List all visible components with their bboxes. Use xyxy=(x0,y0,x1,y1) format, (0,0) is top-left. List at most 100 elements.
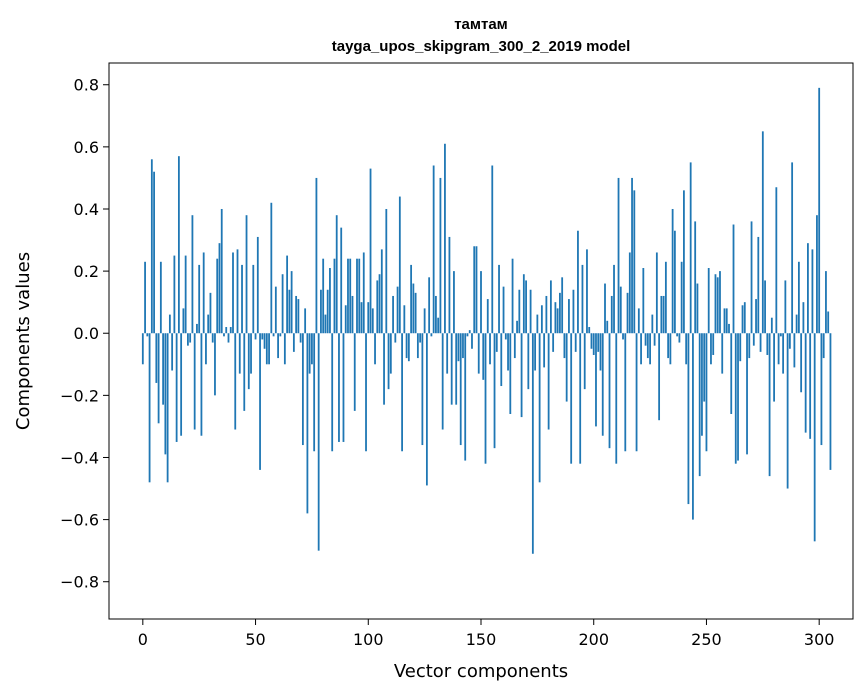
bar xyxy=(779,333,782,337)
bar xyxy=(721,333,724,374)
bar xyxy=(281,274,284,334)
bar xyxy=(383,333,385,405)
bar xyxy=(788,333,791,349)
bar xyxy=(658,333,661,421)
bar xyxy=(565,333,568,402)
bar xyxy=(358,258,361,334)
bar xyxy=(554,302,557,334)
bar xyxy=(784,280,787,334)
bar xyxy=(581,264,584,334)
bar xyxy=(459,333,462,446)
bar xyxy=(734,333,737,464)
y-tick-label: 0.2 xyxy=(74,262,99,281)
bar xyxy=(536,314,539,334)
bar xyxy=(543,333,546,368)
bar xyxy=(173,255,176,334)
bar xyxy=(304,308,307,334)
bar xyxy=(577,230,579,334)
chart-title: тамтам xyxy=(454,16,508,33)
bar xyxy=(268,333,270,365)
bar xyxy=(556,308,559,334)
bar xyxy=(250,333,252,374)
x-axis: 0 50 100 150 200 250 300 xyxy=(138,619,835,649)
bar xyxy=(511,258,514,334)
bar xyxy=(297,299,300,334)
bar xyxy=(637,308,640,334)
bar xyxy=(698,333,701,477)
bar xyxy=(376,280,379,334)
bar xyxy=(326,289,329,334)
bar xyxy=(561,277,564,334)
bar xyxy=(498,264,500,334)
bar xyxy=(791,162,794,334)
bar xyxy=(766,333,769,355)
bar xyxy=(759,333,762,352)
bar xyxy=(462,333,464,359)
bar xyxy=(527,333,530,390)
bar xyxy=(371,308,374,334)
bar xyxy=(743,302,746,334)
bar xyxy=(441,333,444,430)
bar xyxy=(175,333,178,442)
bar xyxy=(687,333,690,505)
bar xyxy=(482,333,485,380)
bar xyxy=(236,249,239,334)
bar xyxy=(286,255,289,334)
bar xyxy=(804,333,807,433)
bar xyxy=(728,323,730,334)
bar xyxy=(689,162,692,334)
bar xyxy=(588,327,591,334)
bar xyxy=(144,261,146,334)
bar xyxy=(155,333,158,383)
bar xyxy=(403,305,406,334)
bar xyxy=(211,333,214,343)
bar xyxy=(486,299,489,334)
bar xyxy=(423,308,426,334)
bar xyxy=(613,264,615,334)
bar xyxy=(635,333,638,452)
bar xyxy=(707,268,710,334)
bar xyxy=(631,177,633,334)
bar xyxy=(610,295,613,334)
bar xyxy=(344,305,347,334)
bar xyxy=(606,320,609,334)
bar xyxy=(365,333,367,452)
bar xyxy=(757,236,760,334)
bar xyxy=(809,333,812,439)
bar xyxy=(516,320,518,334)
bar xyxy=(750,221,753,334)
y-tick-label: 0.6 xyxy=(74,138,99,157)
bar xyxy=(270,202,273,334)
bar xyxy=(531,333,534,554)
bar xyxy=(671,208,674,334)
bar xyxy=(331,333,334,452)
bar xyxy=(272,333,275,337)
bar xyxy=(324,314,327,334)
bar xyxy=(223,333,225,337)
bar xyxy=(694,221,697,334)
bar xyxy=(290,271,293,334)
bar xyxy=(369,168,372,334)
bar xyxy=(153,171,155,334)
bar xyxy=(177,156,180,334)
bar xyxy=(651,314,654,334)
bar xyxy=(414,292,417,334)
bar xyxy=(292,333,295,352)
bar xyxy=(265,333,268,365)
bar xyxy=(392,295,394,334)
bars-group xyxy=(141,87,832,554)
bar xyxy=(786,333,789,489)
bar xyxy=(504,333,507,340)
bar xyxy=(601,333,604,436)
x-tick-label: 300 xyxy=(804,630,835,649)
bar xyxy=(241,264,243,334)
bar xyxy=(737,333,739,461)
bar xyxy=(234,333,237,430)
bar xyxy=(380,249,383,334)
bar xyxy=(232,252,234,334)
bar xyxy=(559,292,561,334)
bar xyxy=(148,333,151,483)
bar xyxy=(419,333,422,343)
bar xyxy=(822,333,825,359)
bar xyxy=(166,333,169,483)
